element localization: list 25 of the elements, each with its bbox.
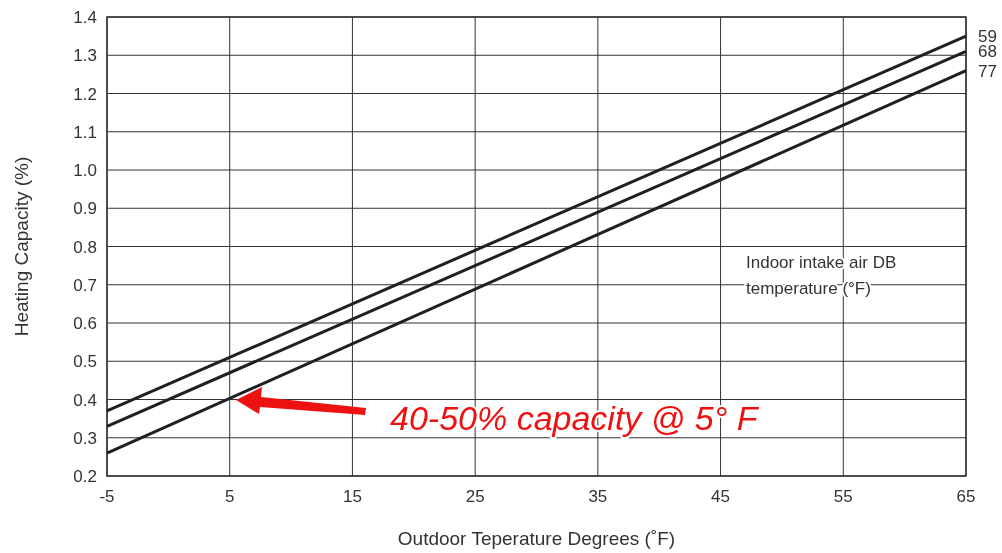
- y-tick-label: 0.4: [73, 390, 97, 410]
- y-tick-label: 0.8: [73, 237, 97, 257]
- x-tick-label: 35: [588, 487, 608, 506]
- y-axis-title: Heating Capacity (%): [11, 156, 32, 337]
- y-tick-label: 1.1: [73, 122, 97, 142]
- y-tick-label: 0.9: [73, 199, 97, 219]
- x-tick-label: 15: [342, 487, 362, 506]
- y-tick-label: 1.4: [73, 8, 97, 27]
- series-label: 68: [978, 42, 997, 62]
- x-tick-label: 55: [833, 487, 853, 506]
- x-tick-label: 25: [465, 487, 485, 506]
- y-tick-label: 1.2: [73, 84, 97, 104]
- x-tick-label: 45: [711, 487, 731, 506]
- y-tick-label: 0.5: [73, 352, 97, 372]
- x-tick-label: -5: [99, 487, 115, 506]
- x-tick-label: 5: [224, 487, 235, 506]
- y-tick-label: 1.3: [73, 46, 97, 66]
- series-label: 77: [978, 61, 997, 81]
- x-axis-title: Outdoor Teperature Degrees (˚F): [397, 528, 676, 549]
- x-tick-label: 65: [956, 487, 976, 506]
- y-tick-label: 0.3: [73, 428, 97, 448]
- y-tick-label: 0.6: [73, 314, 97, 333]
- y-tick-label: 0.2: [73, 467, 97, 486]
- y-tick-label: 0.7: [73, 275, 97, 295]
- y-tick-label: 1.0: [73, 161, 97, 180]
